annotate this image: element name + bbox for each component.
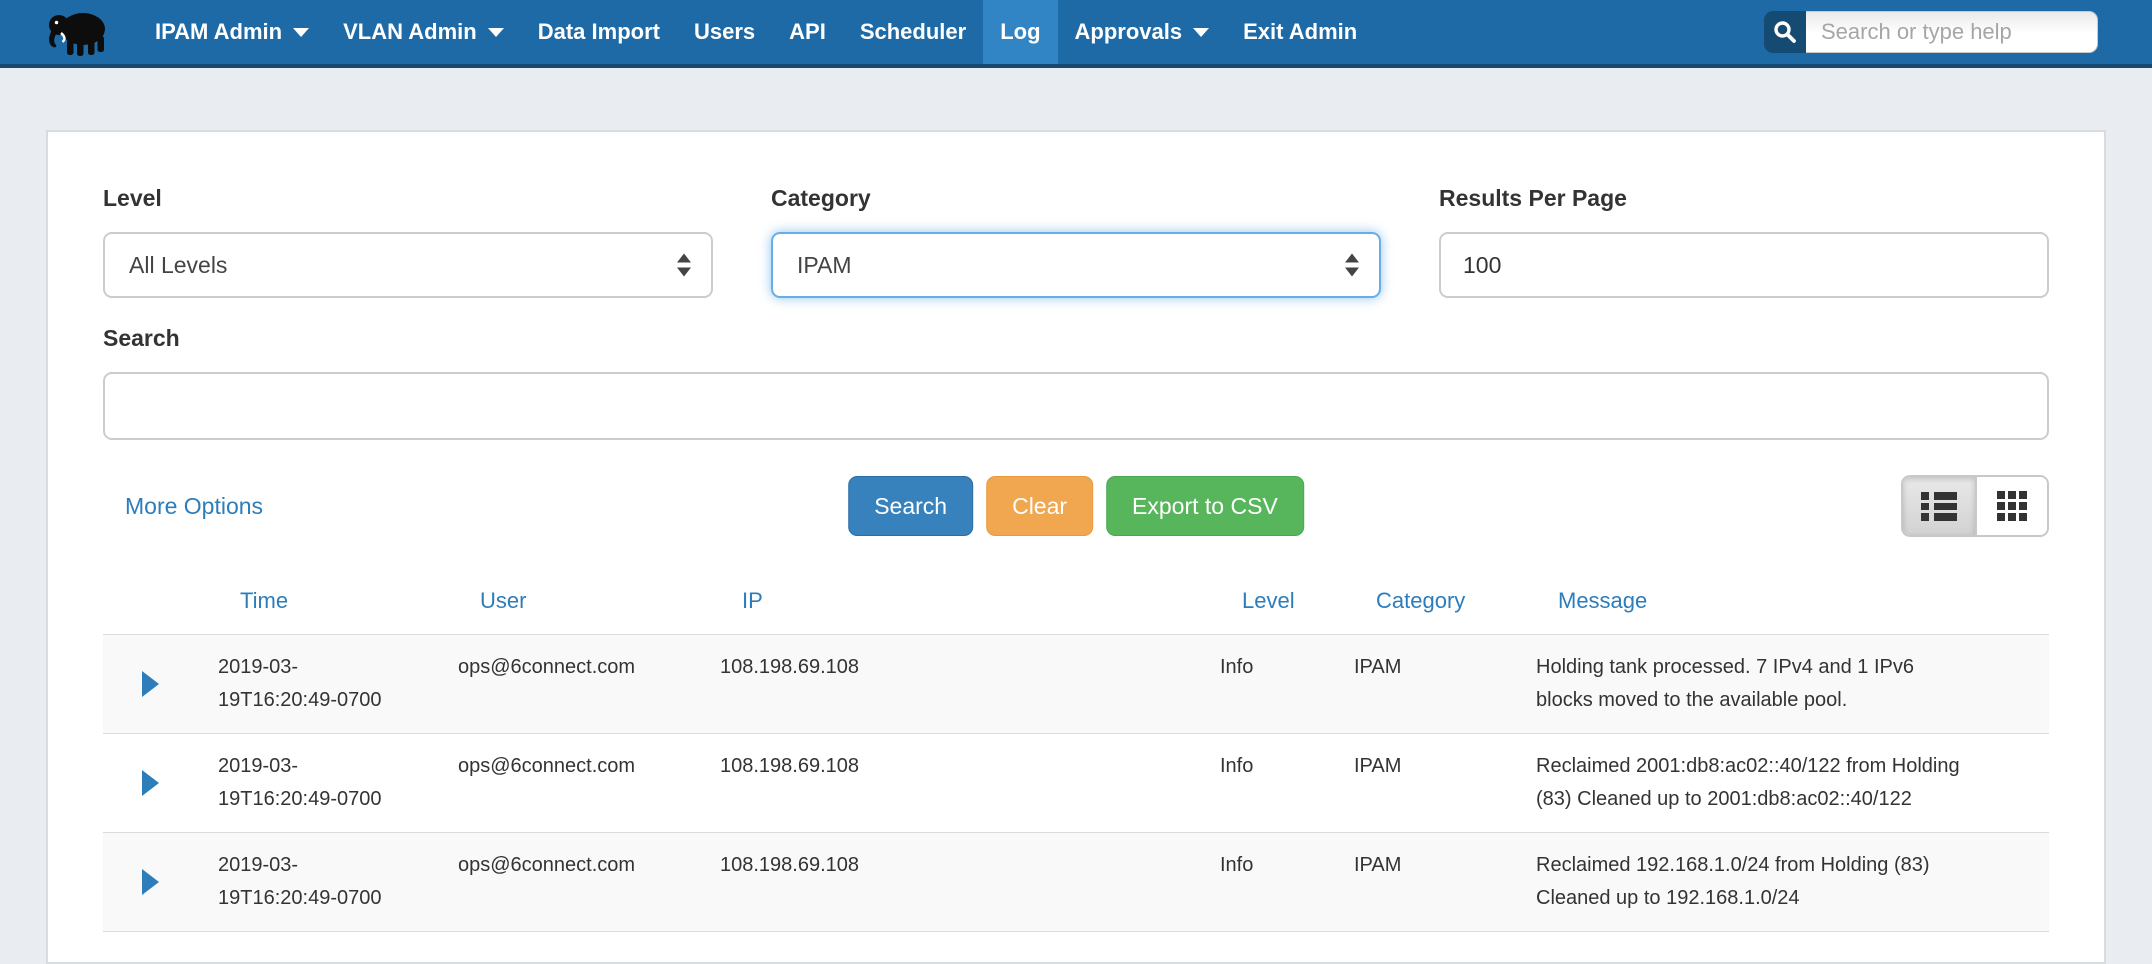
category-select[interactable]: IPAM bbox=[771, 232, 1381, 298]
log-table: Time User IP Level Category Message 2019… bbox=[103, 558, 2049, 932]
nav-item-log[interactable]: Log bbox=[983, 0, 1058, 64]
message-cell: Reclaimed 192.168.1.0/24 from Holding (8… bbox=[1536, 854, 1930, 909]
category-field: Category IPAM bbox=[771, 184, 1381, 298]
user-cell: ops@6connect.com bbox=[458, 854, 636, 876]
expand-arrow-icon[interactable] bbox=[142, 671, 159, 697]
nav-label: Data Import bbox=[537, 19, 660, 44]
caret-down-icon bbox=[293, 27, 310, 37]
clear-button[interactable]: Clear bbox=[986, 476, 1094, 536]
column-header-category[interactable]: Category bbox=[1354, 558, 1536, 635]
nav-item-users[interactable]: Users bbox=[677, 0, 772, 64]
nav-label: Log bbox=[1000, 19, 1041, 44]
nav-item-data-import[interactable]: Data Import bbox=[521, 0, 677, 64]
nav-item-approvals[interactable]: Approvals bbox=[1058, 0, 1227, 64]
results-per-page-field: Results Per Page bbox=[1439, 184, 2049, 298]
button-group: Search Clear Export to CSV bbox=[848, 476, 1304, 536]
select-arrows-icon bbox=[677, 253, 691, 277]
ip-cell: 108.198.69.108 bbox=[720, 854, 860, 876]
log-row: 2019-03-19T16:20:49-0700 ops@6connect.co… bbox=[103, 832, 2049, 932]
ip-cell: 108.198.69.108 bbox=[720, 755, 860, 777]
nav-label: Exit Admin bbox=[1243, 19, 1358, 44]
time-cell: 2019-03-19T16:20:49-0700 bbox=[218, 755, 382, 810]
nav-label: API bbox=[789, 19, 826, 44]
nav-item-exit-admin[interactable]: Exit Admin bbox=[1226, 0, 1374, 64]
column-header-message[interactable]: Message bbox=[1536, 558, 2049, 635]
expander-header bbox=[103, 558, 218, 635]
column-header-time[interactable]: Time bbox=[218, 558, 458, 635]
ip-cell: 108.198.69.108 bbox=[720, 656, 860, 678]
row-expander-cell bbox=[103, 734, 218, 833]
actions-row: More Options Search Clear Export to CSV bbox=[103, 474, 2049, 538]
help-search-input[interactable] bbox=[1806, 11, 2098, 53]
search-button[interactable]: Search bbox=[848, 476, 974, 536]
grid-view-button[interactable] bbox=[1975, 477, 2047, 535]
nav-label: Approvals bbox=[1074, 19, 1183, 44]
mammoth-logo-icon bbox=[46, 6, 112, 58]
user-cell: ops@6connect.com bbox=[458, 755, 636, 777]
search-field: Search bbox=[103, 324, 2049, 440]
log-table-header-row: Time User IP Level Category Message bbox=[103, 558, 2049, 635]
level-cell: Info bbox=[1220, 854, 1254, 876]
nav-label: Scheduler bbox=[859, 19, 967, 44]
category-label: Category bbox=[771, 185, 871, 211]
user-cell: ops@6connect.com bbox=[458, 656, 636, 678]
grid-icon bbox=[1997, 491, 2027, 521]
category-cell: IPAM bbox=[1354, 656, 1402, 678]
level-cell: Info bbox=[1220, 656, 1254, 678]
results-per-page-label: Results Per Page bbox=[1439, 185, 1627, 211]
category-select-value: IPAM bbox=[797, 251, 852, 278]
row-expander-cell bbox=[103, 833, 218, 932]
main-nav: IPAM Admin VLAN Admin Data Import Users … bbox=[138, 0, 1374, 64]
more-options-link[interactable]: More Options bbox=[125, 492, 264, 519]
top-navbar: IPAM Admin VLAN Admin Data Import Users … bbox=[0, 0, 2152, 68]
nav-item-api[interactable]: API bbox=[772, 0, 843, 64]
expand-arrow-icon[interactable] bbox=[142, 869, 159, 895]
caret-down-icon bbox=[487, 27, 504, 37]
level-label: Level bbox=[103, 185, 162, 211]
expand-arrow-icon[interactable] bbox=[142, 770, 159, 796]
level-select-value: All Levels bbox=[129, 251, 228, 278]
caret-down-icon bbox=[1193, 27, 1210, 37]
nav-label: Users bbox=[693, 19, 756, 44]
log-row: 2019-03-19T16:20:49-0700 ops@6connect.co… bbox=[103, 634, 2049, 734]
column-header-ip[interactable]: IP bbox=[720, 558, 1220, 635]
column-header-user[interactable]: User bbox=[458, 558, 720, 635]
nav-label: IPAM Admin bbox=[155, 19, 283, 44]
level-field: Level All Levels bbox=[103, 184, 713, 298]
time-cell: 2019-03-19T16:20:49-0700 bbox=[218, 854, 382, 909]
view-toggle-group bbox=[1901, 475, 2049, 537]
row-expander-cell bbox=[103, 635, 218, 734]
list-icon bbox=[1921, 492, 1957, 521]
select-arrows-icon bbox=[1345, 253, 1359, 277]
log-panel: Level All Levels Category IPAM Results P… bbox=[46, 130, 2106, 964]
list-view-button[interactable] bbox=[1903, 477, 1975, 535]
log-row: 2019-03-19T16:20:49-0700 ops@6connect.co… bbox=[103, 734, 2049, 833]
search-label: Search bbox=[103, 325, 180, 351]
level-select[interactable]: All Levels bbox=[103, 232, 713, 298]
message-cell: Holding tank processed. 7 IPv4 and 1 IPv… bbox=[1536, 656, 1915, 711]
category-cell: IPAM bbox=[1354, 854, 1402, 876]
category-cell: IPAM bbox=[1354, 755, 1402, 777]
search-icon[interactable] bbox=[1764, 11, 1806, 53]
help-search bbox=[1764, 11, 2098, 53]
export-csv-button[interactable]: Export to CSV bbox=[1106, 476, 1304, 536]
nav-item-ipam-admin[interactable]: IPAM Admin bbox=[138, 0, 326, 64]
message-cell: Reclaimed 2001:db8:ac02::40/122 from Hol… bbox=[1536, 755, 1960, 810]
nav-item-scheduler[interactable]: Scheduler bbox=[843, 0, 983, 64]
log-search-input[interactable] bbox=[103, 372, 2049, 440]
time-cell: 2019-03-19T16:20:49-0700 bbox=[218, 656, 382, 711]
nav-label: VLAN Admin bbox=[343, 19, 477, 44]
results-per-page-input[interactable] bbox=[1439, 232, 2049, 298]
column-header-level[interactable]: Level bbox=[1220, 558, 1354, 635]
nav-item-vlan-admin[interactable]: VLAN Admin bbox=[326, 0, 521, 64]
filter-row: Level All Levels Category IPAM Results P… bbox=[103, 184, 2049, 298]
level-cell: Info bbox=[1220, 755, 1254, 777]
